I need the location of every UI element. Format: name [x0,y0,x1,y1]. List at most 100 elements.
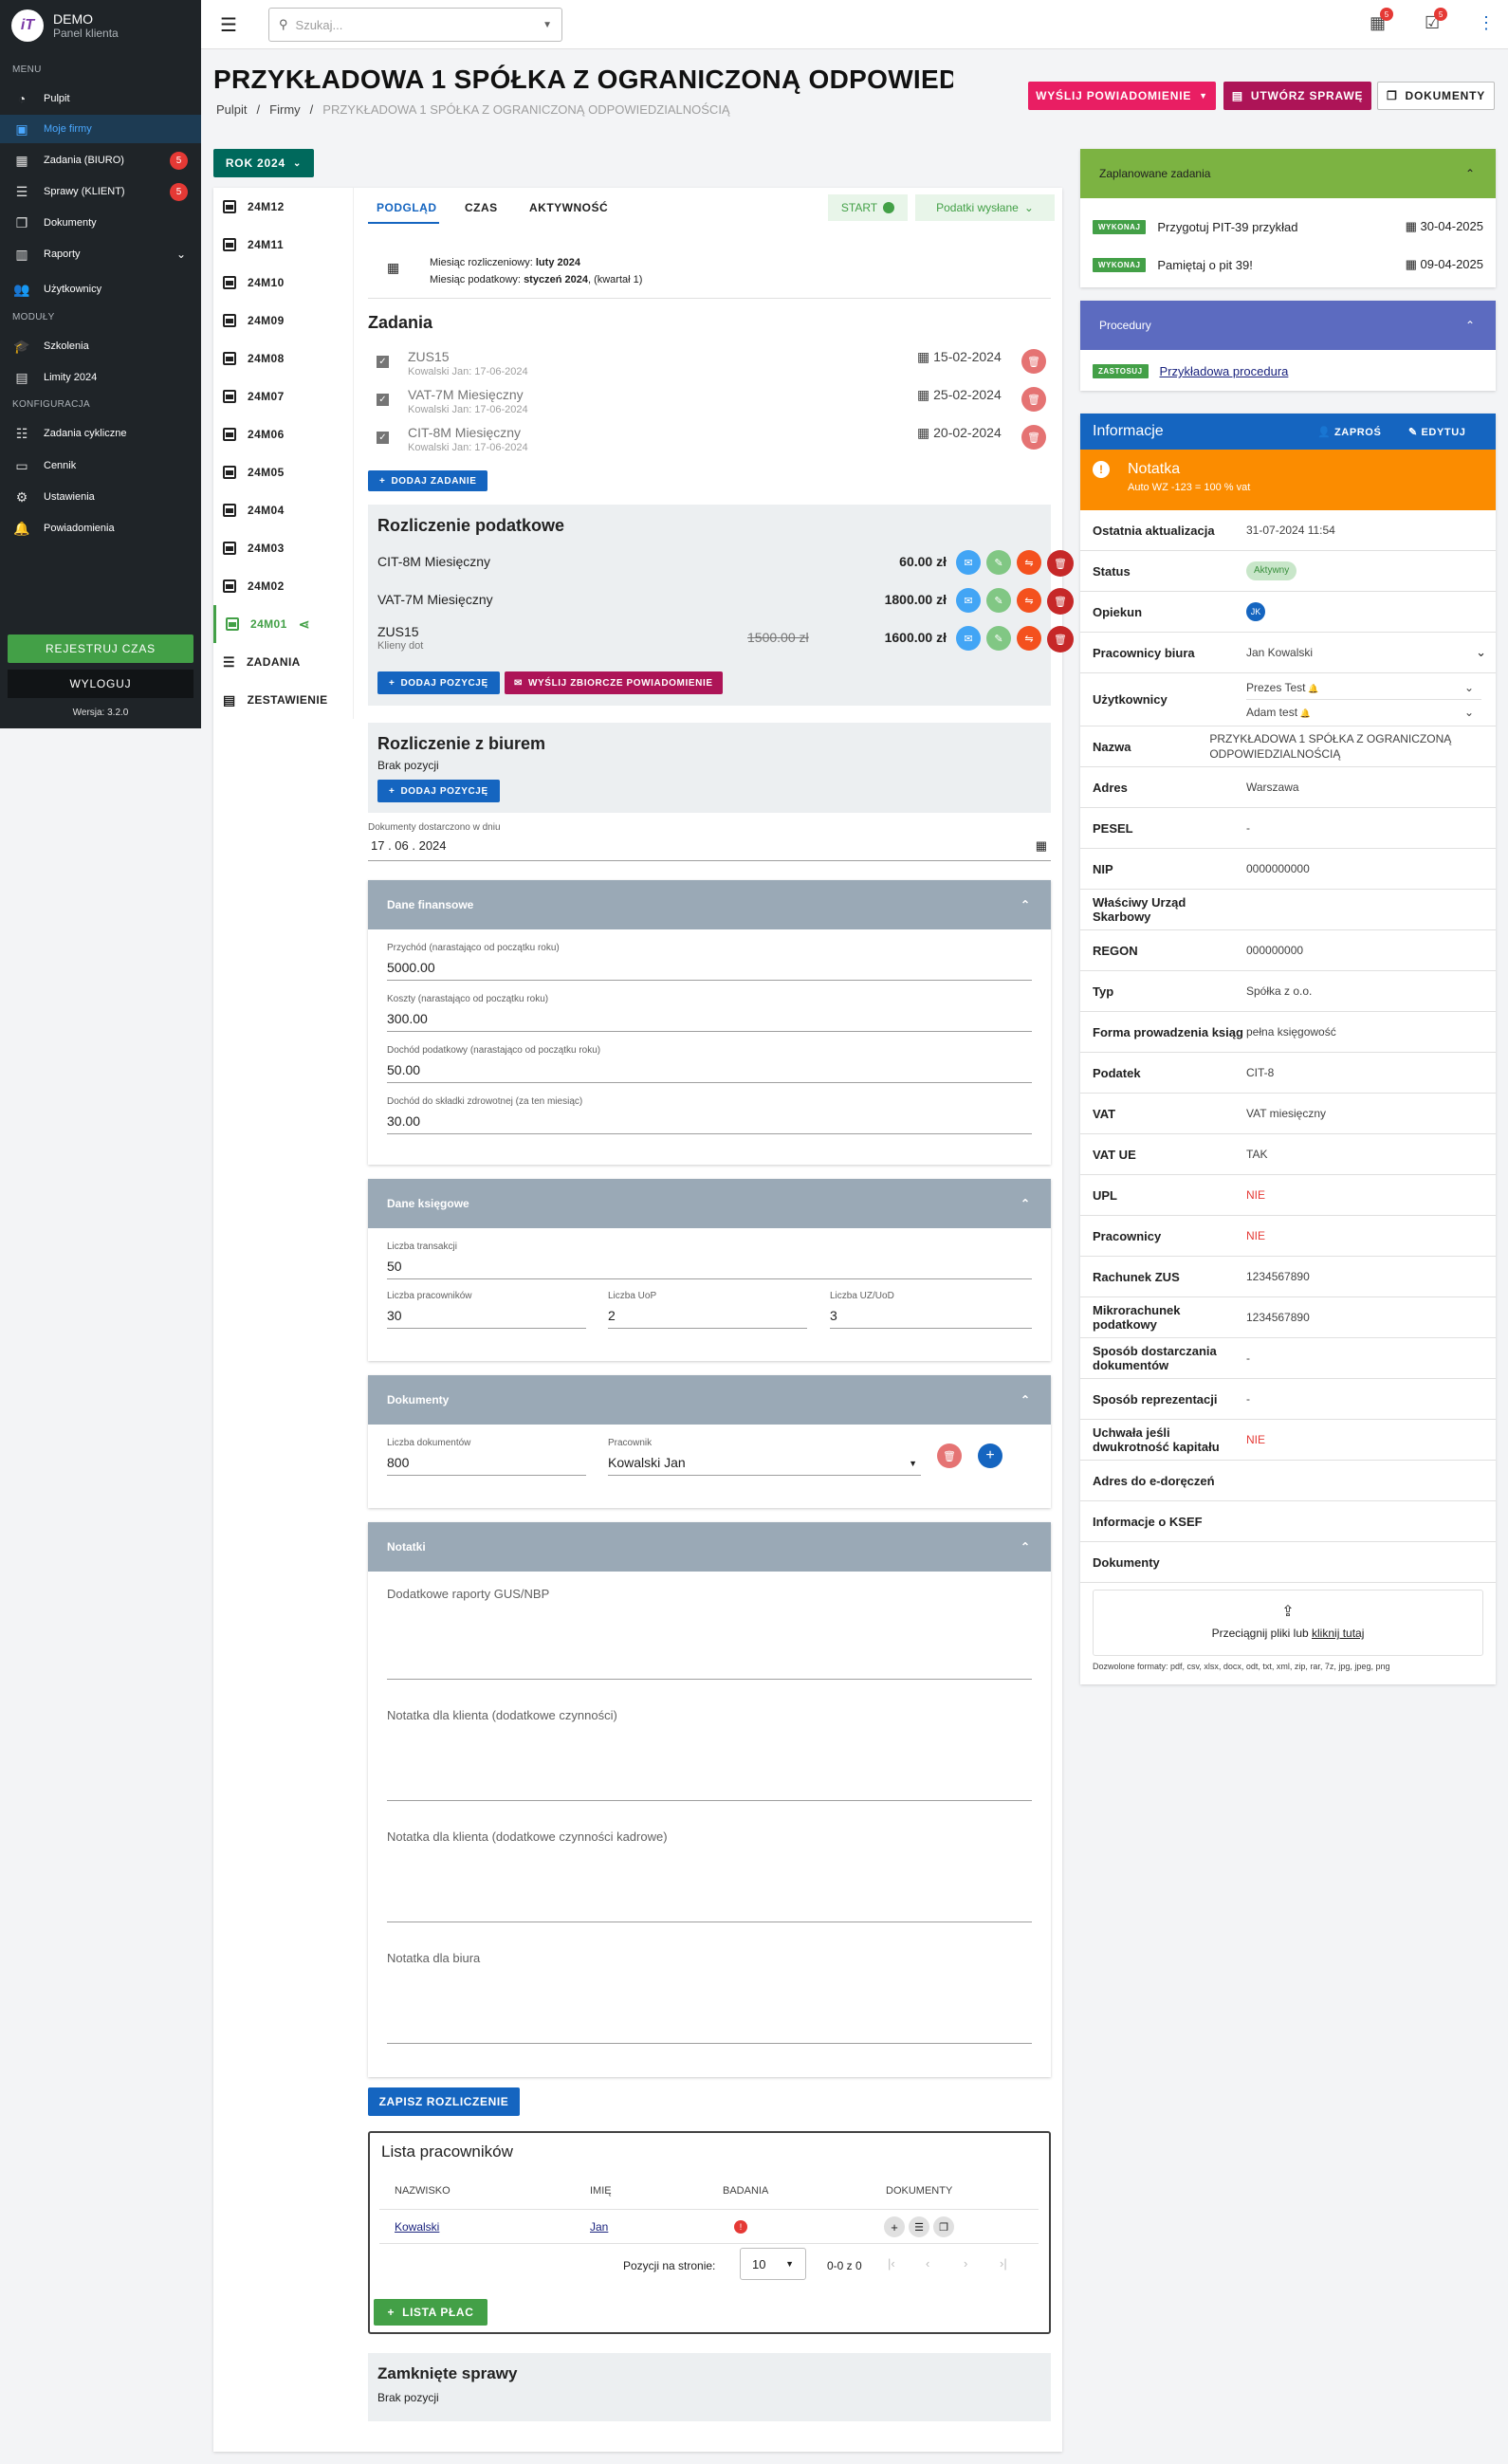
month-item[interactable]: 24M10 [213,264,354,302]
month-item[interactable]: 24M05 [213,453,354,491]
delete-button[interactable]: 🗑 [937,1443,962,1468]
invite-button[interactable]: 👤 ZAPROŚ [1317,426,1381,438]
delete-button[interactable]: 🗑 [1047,550,1074,577]
tab-overview[interactable]: PODGLĄD [377,201,437,214]
per-page-select[interactable]: 10 ▼ [740,2248,806,2280]
month-item-summary[interactable]: ▤ ZESTAWIENIE [213,681,354,719]
email-button[interactable]: ✉ [956,588,981,613]
uop-input[interactable]: 2 [608,1308,807,1329]
year-select-button[interactable]: ROK 2024 ⌄ [213,149,314,177]
send-bulk-notification-button[interactable]: ✉ WYŚLIJ ZBIORCZE POWIADOMIENIE [505,671,723,694]
documents-header[interactable]: Dokumenty ⌃ [368,1375,1051,1425]
add-office-item-button[interactable]: + DODAJ POZYCJĘ [377,780,500,802]
breadcrumb-pulpit[interactable]: Pulpit [216,102,248,117]
sidebar-item-zadania[interactable]: ▦ Zadania (BIURO) 5 [0,146,201,175]
register-time-button[interactable]: REJESTRUJ CZAS [8,634,193,663]
costs-input[interactable]: 300.00 [387,1011,1032,1032]
first-page-icon[interactable]: |‹ [888,2256,895,2271]
notes-client-textarea[interactable]: Notatka dla klienta (dodatkowe czynności… [387,1708,1032,1801]
send-notification-button[interactable]: WYŚLIJ POWIADOMIENIE ▼ [1028,82,1216,110]
sidebar-item-dokumenty[interactable]: ❐ Dokumenty [0,209,201,237]
payroll-button[interactable]: + LISTA PŁAC [374,2299,487,2326]
sidebar-item-limity[interactable]: ▤ Limity 2024 [0,363,201,392]
financial-header[interactable]: Dane finansowe ⌃ [368,880,1051,929]
tasks-notifications-icon[interactable]: ☑ 5 [1425,8,1448,33]
notes-client-hr-textarea[interactable]: Notatka dla klienta (dodatkowe czynności… [387,1830,1032,1922]
edit-button[interactable]: ✎ [986,550,1011,575]
month-item[interactable]: 24M11 [213,226,354,264]
add-document-button[interactable]: + [884,2216,905,2237]
sidebar-item-moje-firmy[interactable]: ▣ Moje firmy [0,115,201,143]
health-income-input[interactable]: 30.00 [387,1113,1032,1134]
procedures-header[interactable]: Procedury ⌃ [1080,301,1496,350]
list-documents-button[interactable]: ☰ [909,2216,929,2237]
worker-select[interactable]: Kowalski Jan ▼ [608,1455,921,1476]
avatar[interactable]: JK [1246,602,1265,621]
delete-button[interactable]: 🗑 [1047,626,1074,653]
last-page-icon[interactable]: ›| [1000,2256,1007,2271]
accounting-header[interactable]: Dane księgowe ⌃ [368,1179,1051,1228]
sidebar-item-pulpit[interactable]: ◔ Pulpit [0,84,201,113]
sidebar-item-ustawienia[interactable]: ⚙ Ustawienia [0,483,201,511]
save-settlement-button[interactable]: ZAPISZ ROZLICZENIE [368,2087,520,2116]
sidebar-item-raporty[interactable]: ▥ Raporty ⌄ [0,240,201,268]
edit-button[interactable]: ✎ EDYTUJ [1408,426,1465,438]
delete-button[interactable]: 🗑 [1021,387,1046,412]
delete-button[interactable]: 🗑 [1021,349,1046,374]
employee-lastname-link[interactable]: Kowalski [395,2220,440,2234]
month-item[interactable]: 24M06 [213,415,354,453]
scheduled-header[interactable]: Zaplanowane zadania ⌃ [1080,149,1496,198]
add-tax-item-button[interactable]: + DODAJ POZYCJĘ [377,671,500,694]
tab-time[interactable]: CZAS [465,201,498,214]
logout-button[interactable]: WYLOGUJ [8,670,193,698]
notes-office-textarea[interactable]: Notatka dla biura [387,1951,1032,2044]
month-item[interactable]: 24M12 [213,188,354,226]
hamburger-icon[interactable]: ☰ [220,15,237,36]
employee-firstname-link[interactable]: Jan [590,2220,609,2234]
income-input[interactable]: 5000.00 [387,960,1032,981]
do-task-button[interactable]: WYKONAJ [1093,219,1147,234]
documents-count-input[interactable]: 800 [387,1455,586,1476]
checkbox-checked[interactable]: ✓ [377,394,389,406]
bell-icon[interactable]: 🔔 [1297,708,1311,718]
checkbox-checked[interactable]: ✓ [377,432,389,444]
procedure-link[interactable]: Przykładowa procedura [1159,364,1289,378]
email-button[interactable]: ✉ [956,626,981,651]
file-dropzone[interactable]: ⇪ Przeciągnij pliki lub kliknij tutaj [1093,1590,1483,1656]
uz-input[interactable]: 3 [830,1308,1032,1329]
month-item-selected[interactable]: 24M01 ⋖ [213,605,354,643]
month-item[interactable]: 24M07 [213,377,354,415]
edit-button[interactable]: ✎ [986,626,1011,651]
add-task-button[interactable]: + DODAJ ZADANIE [368,470,488,491]
brand[interactable]: iT DEMO Panel klienta [11,9,119,42]
documents-button[interactable]: ❐ DOKUMENTY [1377,82,1495,110]
edit-button[interactable]: ✎ [986,588,1011,613]
split-button[interactable]: ⇋ [1017,588,1041,613]
more-vert-icon[interactable]: ⋮ [1478,13,1495,32]
sidebar-item-sprawy[interactable]: ☰ Sprawy (KLIENT) 5 [0,177,201,206]
sidebar-item-uzytkownicy[interactable]: 👥 Użytkownicy [0,275,201,303]
sidebar-item-cennik[interactable]: ▭ Cennik [0,451,201,480]
tax-income-input[interactable]: 50.00 [387,1062,1032,1083]
user-row[interactable]: Prezes Test 🔔 ⌄ [1246,675,1481,700]
split-button[interactable]: ⇋ [1017,550,1041,575]
prev-page-icon[interactable]: ‹ [926,2256,930,2271]
tab-activity[interactable]: AKTYWNOŚĆ [529,201,609,214]
email-button[interactable]: ✉ [956,550,981,575]
sidebar-item-zadania-cykliczne[interactable]: ☷ Zadania cykliczne [0,419,201,448]
calendar-notifications-icon[interactable]: ▦ 5 [1370,8,1394,33]
chevron-down-icon[interactable]: ⌄ [1476,645,1486,659]
month-item[interactable]: 24M03 [213,529,354,567]
search-input[interactable]: ⚲ Szukaj... ▼ [268,8,562,42]
breadcrumb-firmy[interactable]: Firmy [269,102,301,117]
apply-procedure-button[interactable]: ZASTOSUJ [1093,364,1149,378]
chevron-down-icon[interactable]: ⌄ [1463,680,1474,694]
transactions-input[interactable]: 50 [387,1259,1032,1279]
docs-date-input[interactable]: 17 . 06 . 2024 ▦ [368,838,1051,861]
month-item[interactable]: 24M08 [213,340,354,377]
taxes-sent-button[interactable]: Podatki wysłane ⌄ [915,194,1055,221]
delete-button[interactable]: 🗑 [1047,588,1074,615]
month-item-tasks[interactable]: ☰ ZADANIA [213,643,354,681]
notes-header[interactable]: Notatki ⌃ [368,1522,1051,1572]
month-item[interactable]: 24M02 [213,567,354,605]
